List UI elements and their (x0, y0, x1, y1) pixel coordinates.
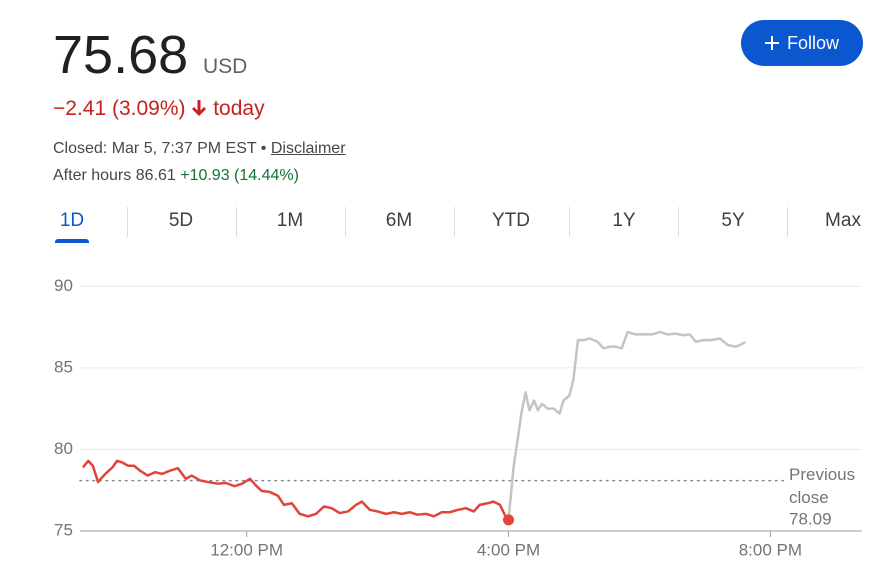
follow-label: Follow (786, 32, 839, 53)
tab-separator (454, 207, 455, 237)
close-dot (503, 514, 515, 526)
change-row: −2.41 (3.09%) today (53, 97, 265, 121)
y-tick-label: 80 (54, 439, 73, 458)
after-hours-price: 86.61 (135, 167, 176, 184)
tab-separator (569, 207, 570, 237)
reference-value: 78.09 (789, 509, 832, 528)
tab[interactable]: 1M (276, 210, 304, 231)
tab[interactable]: Max (825, 210, 861, 231)
price: 75.68 (53, 25, 189, 85)
tab[interactable]: 1Y (612, 210, 636, 231)
change: −2.41 (3.09%) (53, 97, 186, 120)
price-line (507, 330, 747, 521)
y-tick-label: 90 (54, 276, 73, 295)
x-tick-label: 12:00 PM (210, 540, 283, 559)
tab-separator (236, 207, 237, 237)
reference-label: Previous close (789, 465, 856, 507)
tab[interactable]: 6M (385, 210, 413, 231)
tab[interactable]: 5D (168, 210, 194, 231)
after-hours-change: +10.93 (14.44%) (180, 167, 299, 184)
after-hours-row: After hours 86.61 +10.93 (14.44%) (53, 167, 299, 185)
y-tick-label: 85 (54, 357, 73, 376)
y-tick-label: 75 (54, 520, 73, 539)
disclaimer-link[interactable]: Disclaimer (270, 140, 346, 157)
plus-icon (764, 36, 779, 50)
follow-button[interactable]: Follow (741, 20, 863, 66)
currency: USD (203, 55, 248, 78)
status: Closed: Mar 5, 7:37 PM EST (53, 140, 257, 157)
down-arrow (192, 100, 207, 116)
separator: • (260, 140, 267, 157)
after-hours-label: After hours (53, 167, 132, 184)
tab-separator (345, 207, 346, 237)
status-row: Closed: Mar 5, 7:37 PM EST • Disclaimer (53, 140, 346, 158)
tab[interactable]: 5Y (721, 210, 745, 231)
tab[interactable]: 1D (59, 210, 85, 231)
tab-underline (55, 239, 89, 243)
tab-separator (787, 207, 788, 237)
tab-separator (678, 207, 679, 237)
tab[interactable]: YTD (492, 210, 530, 231)
x-tick-label: 4:00 PM (477, 540, 540, 559)
tab-separator (127, 207, 128, 237)
price-line (82, 459, 510, 521)
change-suffix: today (213, 97, 265, 120)
x-tick-label: 8:00 PM (739, 540, 802, 559)
